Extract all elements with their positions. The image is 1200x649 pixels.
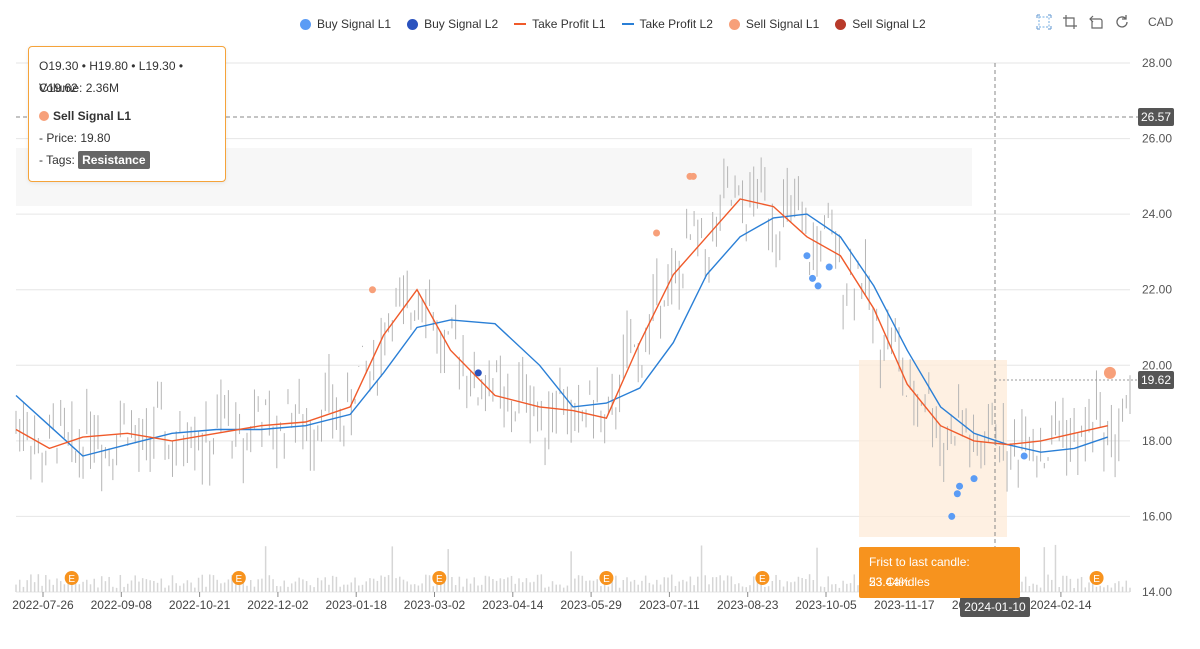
event-marker: [64, 571, 79, 585]
y-tick-label: 22.00: [1142, 283, 1172, 297]
last-price-box: [1138, 371, 1174, 389]
sell-signal-l1-point: [368, 286, 376, 294]
buy-signal-l1-point: [814, 282, 822, 290]
chart-toolbar: CAD: [1036, 14, 1173, 30]
event-marker-label: E: [235, 574, 242, 585]
x-tick-label: 2022-10-21: [169, 598, 231, 612]
x-tick-label: 2023-01-18: [326, 598, 388, 612]
event-marker: [755, 571, 770, 585]
x-tick-label: 2022-07-26: [12, 598, 74, 612]
event-marker: [231, 571, 246, 585]
y-tick-label: 26.00: [1142, 132, 1172, 146]
buy-signal-l1-point: [825, 263, 833, 271]
event-marker-label: E: [68, 574, 75, 585]
legend-swatch: [621, 23, 634, 25]
x-tick-label: 2023-03-02: [404, 598, 466, 612]
legend-swatch: [728, 18, 740, 30]
sell-signal-l1-point: [689, 172, 697, 180]
legend-item-take-profit-l2[interactable]: Take Profit L2: [621, 17, 713, 31]
range-info-box: Frist to last candle: 23.44% 53 Candles: [859, 547, 1020, 598]
crosshair-price-label: 26.57: [1141, 110, 1171, 124]
legend-label: Take Profit L1: [532, 17, 606, 31]
tooltip-tags: - Tags: Resistance: [39, 149, 215, 171]
legend-item-buy-signal-l2[interactable]: Buy Signal L2: [407, 17, 498, 31]
x-tick-label: 2023-11-17: [874, 598, 935, 612]
chart-legend: Buy Signal L1 Buy Signal L2 Take Profit …: [300, 17, 926, 31]
buy-signal-l1-point: [809, 274, 817, 282]
range-highlight: [859, 360, 1007, 537]
crop-icon[interactable]: [1062, 14, 1078, 30]
crosshair-date-box: [960, 597, 1030, 617]
x-tick-label: 2022-12-02: [247, 598, 309, 612]
event-marker-label: E: [759, 574, 766, 585]
event-marker: [599, 571, 614, 585]
legend-label: Buy Signal L2: [424, 17, 499, 31]
sell-signal-l1-point: [653, 229, 661, 237]
x-tick-label: 2023-05-29: [560, 598, 622, 612]
range-candles: 53 Candles: [869, 575, 930, 589]
zoom-icon[interactable]: [1036, 14, 1052, 30]
tooltip-series-label: Sell Signal L1: [53, 109, 132, 123]
legend-label: Buy Signal L1: [317, 17, 392, 31]
y-tick-label: 16.00: [1142, 509, 1172, 523]
y-tick-label: 18.00: [1142, 434, 1172, 448]
refresh-icon[interactable]: [1114, 14, 1130, 30]
x-tick-label: 2023-04-14: [482, 598, 544, 612]
y-tick-label: 28.00: [1142, 56, 1172, 70]
legend-swatch: [407, 18, 419, 30]
legend-swatch: [300, 18, 311, 30]
buy-signal-l1-point: [803, 252, 811, 260]
event-marker: [432, 571, 447, 585]
x-tick-label: 2023-07-11: [639, 598, 700, 612]
take-profit-l2-line: [15, 213, 1108, 457]
event-marker: [1089, 571, 1104, 585]
tooltip-tags-label: - Tags:: [39, 153, 75, 167]
tooltip-series-dot: [39, 111, 49, 121]
tooltip-price: - Price: 19.80: [39, 131, 111, 145]
last-price-label: 19.62: [1141, 373, 1171, 387]
tooltip-ohlc: O19.30 • H19.80 • L19.30 • C19.62: [39, 59, 184, 95]
buy-signal-l1-point: [953, 490, 961, 498]
y-tick-label: 14.00: [1142, 585, 1172, 599]
x-tick-label: 2022-09-08: [91, 598, 153, 612]
legend-swatch: [514, 23, 527, 25]
undo-icon[interactable]: [1088, 14, 1104, 30]
legend-label: Sell Signal L2: [852, 17, 926, 31]
legend-item-sell-signal-l1[interactable]: Sell Signal L1: [728, 17, 820, 31]
event-marker-label: E: [436, 574, 443, 585]
y-tick-label: 20.00: [1142, 358, 1172, 372]
tooltip-volume: Volume: 2.36M: [39, 81, 120, 95]
legend-item-take-profit-l1[interactable]: Take Profit L1: [514, 17, 606, 31]
legend-swatch: [835, 18, 847, 30]
tooltip-series: Sell Signal L1: [39, 105, 215, 127]
x-tick-label: 2024-02-14: [1030, 598, 1092, 612]
x-tick-label: 2023-08-23: [717, 598, 779, 612]
take-profit-l1-line: [15, 198, 1108, 450]
sell-signal-l1-point: [1103, 366, 1116, 379]
buy-signal-l1-point: [956, 482, 964, 490]
buy-signal-l1-point: [1020, 452, 1028, 460]
x-tick-label: 2023-10-05: [795, 598, 857, 612]
legend-label: Take Profit L2: [639, 17, 713, 31]
buy-signal-l1-point: [948, 512, 956, 520]
y-tick-label: 24.00: [1142, 207, 1172, 221]
event-marker-label: E: [1093, 574, 1100, 585]
crosshair-price-box: [1138, 108, 1174, 126]
range-change: Frist to last candle: 23.44%: [869, 555, 970, 589]
currency-label: CAD: [1148, 15, 1174, 29]
tooltip-tag: Resistance: [78, 151, 150, 169]
buy-signal-l1-point: [970, 475, 978, 483]
buy-signal-l2-point: [474, 369, 482, 377]
legend-item-buy-signal-l1[interactable]: Buy Signal L1: [300, 17, 391, 31]
legend-item-sell-signal-l2[interactable]: Sell Signal L2: [835, 17, 926, 31]
event-marker-label: E: [603, 574, 610, 585]
crosshair-date-label: 2024-01-10: [964, 600, 1026, 614]
legend-label: Sell Signal L1: [745, 17, 820, 31]
data-tooltip: O19.30 • H19.80 • L19.30 • C19.62 Volume…: [28, 46, 226, 182]
